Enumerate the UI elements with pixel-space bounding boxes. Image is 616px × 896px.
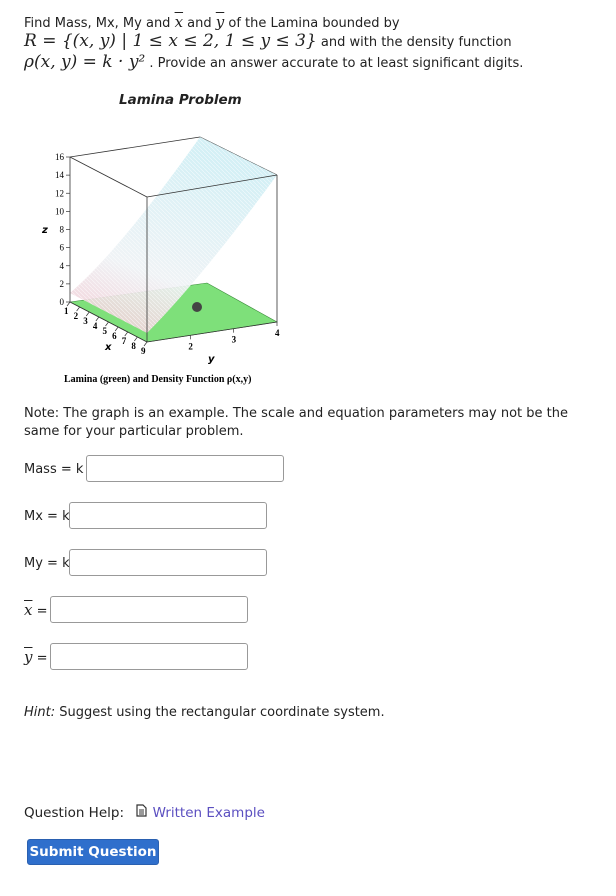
xbar-symbol: x: [174, 13, 184, 31]
y-tick-label: 3: [232, 335, 237, 345]
z-tick-label: 14: [55, 170, 65, 180]
y-axis: [146, 321, 278, 343]
xbar-input[interactable]: [50, 596, 248, 623]
x-tick-label: 9: [141, 346, 146, 356]
ybar-label: y =: [24, 648, 48, 666]
x-tick-label: 5: [103, 326, 108, 336]
question-line-2: R = {(x, y) | 1 ≤ x ≤ 2, 1 ≤ y ≤ 3} and …: [24, 31, 512, 51]
question-help: Question Help: Written Example: [24, 804, 265, 821]
y-tick-label: 4: [275, 328, 280, 338]
hint-text: Suggest using the rectangular coordinate…: [55, 705, 385, 720]
help-label: Question Help:: [24, 805, 124, 821]
question-line-1: Find Mass, Mx, My and x and y of the Lam…: [24, 13, 400, 31]
ybar-symbol: y: [24, 648, 33, 666]
my-label: My = k: [24, 556, 70, 571]
my-input[interactable]: [69, 549, 267, 576]
written-example-link[interactable]: Written Example: [152, 805, 265, 821]
x-tick: [76, 306, 80, 312]
x-tick-label: 3: [83, 316, 88, 326]
y-tick-label: 2: [188, 341, 193, 351]
ybar-symbol: y: [215, 13, 225, 31]
z-tick-label: 6: [60, 243, 65, 253]
hint-label: Hint:: [24, 705, 56, 720]
hint: Hint: Suggest using the rectangular coor…: [24, 705, 385, 720]
text: and: [183, 16, 216, 31]
z-tick-label: 12: [55, 188, 64, 198]
x-tick: [105, 321, 109, 327]
text: Find Mass, Mx, My and: [24, 16, 175, 31]
figure-caption: Lamina (green) and Density Function ρ(x,…: [64, 374, 251, 385]
figure-title: Lamina Problem: [119, 92, 242, 108]
x-tick-label: 4: [93, 321, 98, 331]
text: of the Lamina bounded by: [224, 16, 400, 31]
z-tick-label: 10: [55, 206, 65, 216]
region-formula: R = {(x, y) | 1 ≤ x ≤ 2, 1 ≤ y ≤ 3}: [24, 31, 317, 51]
z-tick-label: 2: [60, 279, 65, 289]
document-icon: [136, 804, 148, 821]
x-tick-label: 2: [74, 311, 79, 321]
density-formula: ρ(x, y) = k · y²: [24, 52, 146, 72]
box-edge: [69, 136, 201, 158]
x-tick-label: 8: [131, 341, 136, 351]
xbar-symbol: x: [24, 601, 33, 619]
z-tick-label: 4: [60, 261, 65, 271]
equals: =: [32, 651, 48, 666]
equals: =: [32, 604, 48, 619]
x-tick: [143, 341, 148, 347]
text: . Provide an answer accurate to at least…: [145, 56, 524, 71]
mx-label: Mx = k: [24, 509, 70, 524]
note-text: Note: The graph is an example. The scale…: [24, 406, 569, 439]
mass-input[interactable]: [86, 455, 284, 482]
x-tick-label: 6: [112, 331, 117, 341]
z-axis-label: z: [41, 225, 48, 236]
question-line-3: ρ(x, y) = k · y² . Provide an answer acc…: [24, 52, 523, 72]
ybar-input[interactable]: [50, 643, 248, 670]
y-axis-label: y: [208, 354, 215, 365]
x-tick-label: 7: [122, 336, 127, 346]
x-tick: [124, 331, 129, 337]
center-of-mass-dot: [192, 302, 202, 312]
xbar-label: x =: [24, 601, 48, 619]
x-tick: [134, 336, 138, 342]
x-tick: [66, 301, 71, 307]
z-tick-label: 0: [60, 297, 65, 307]
text: and with the density function: [316, 35, 512, 50]
x-tick: [85, 311, 90, 317]
x-axis-label: x: [104, 342, 112, 353]
z-tick-label: 16: [55, 152, 65, 162]
mass-label: Mass = k: [24, 462, 84, 477]
z-tick-label: 8: [60, 225, 65, 235]
x-tick: [95, 316, 100, 322]
mx-input[interactable]: [69, 502, 267, 529]
x-tick-label: 1: [64, 306, 69, 316]
submit-question-button[interactable]: Submit Question: [27, 839, 159, 865]
x-tick: [114, 326, 119, 332]
